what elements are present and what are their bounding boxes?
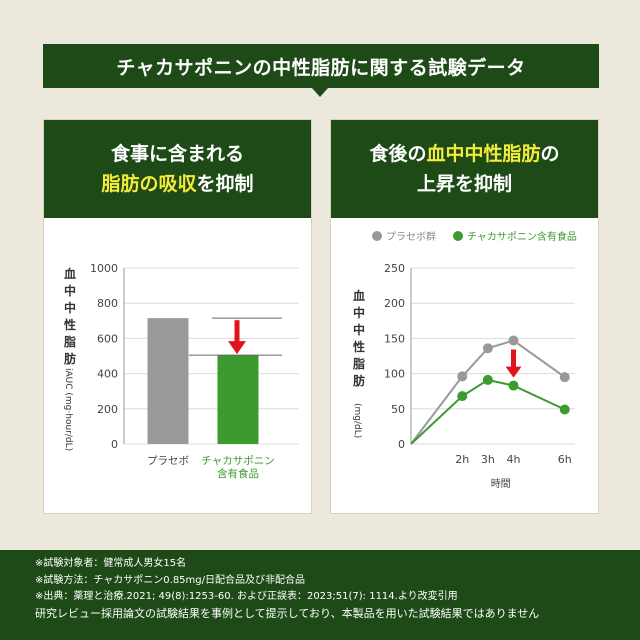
bar-ylabel-char: 血	[64, 266, 76, 281]
legend-marker-placebo	[372, 231, 382, 241]
right-heading-line1: 食後の血中中性脂肪の	[369, 139, 559, 169]
line-ylabel-unit: (mg/dL)	[352, 403, 362, 438]
footer-method: ※試験方法：チャカサポニン0.85mg/日配合品及び非配合品	[35, 574, 306, 586]
line-point-1	[457, 391, 468, 402]
banner-title: チャカサポニンの中性脂肪に関する試験データ	[116, 56, 526, 79]
line-series-0	[410, 339, 566, 445]
right-heading-line2: 上昇を抑制	[416, 173, 512, 195]
line-point-1	[508, 380, 519, 391]
line-ytick-label: 200	[384, 297, 405, 310]
line-xtick-label: 3h	[481, 453, 495, 466]
bar-ylabel-char: 肪	[64, 351, 76, 366]
line-xtick-label: 6h	[558, 453, 572, 466]
right-panel: 食後の血中中性脂肪の 上昇を抑制 プラセボ群 チャカサポニン含有食品血中中性脂肪(…	[330, 119, 599, 514]
footer-source: ※出典：薬理と治療.2021; 49(8):1253-60. および正誤表：20…	[35, 591, 458, 602]
footer-disclaimer: 研究レビュー採用論文の試験結果を事例として提示しており、本製品を用いた試験結果で…	[35, 606, 540, 620]
line-point-0	[508, 335, 519, 346]
bar-ytick-label: 1000	[90, 262, 118, 275]
line-point-1	[559, 404, 570, 415]
bar-ylabel-char: 中	[64, 300, 76, 315]
title-banner: チャカサポニンの中性脂肪に関する試験データ	[43, 44, 599, 88]
line-ylabel: 血中中性脂肪(mg/dL)	[352, 288, 365, 438]
left-heading-highlight: 脂肪の吸収	[101, 173, 197, 195]
line-point-0	[457, 371, 468, 382]
footer-subjects: ※試験対象者：健常成人男女15名	[35, 558, 187, 569]
bar-0	[147, 318, 189, 444]
bar-ylabel-char: 脂	[63, 334, 76, 349]
bar-1	[217, 355, 259, 444]
bar-ytick-label: 400	[97, 368, 118, 381]
line-ytick-label: 250	[384, 262, 405, 275]
bar-arrow-head	[228, 341, 246, 355]
line-point-0	[559, 372, 570, 383]
left-heading-rest: を抑制	[196, 173, 254, 195]
bar-category-label: 含有食品	[217, 467, 259, 480]
banner-pointer	[312, 88, 328, 97]
footer-notes: ※試験対象者：健常成人男女15名 ※試験方法：チャカサポニン0.85mg/日配合…	[0, 550, 640, 640]
left-heading-line1: 食事に含まれる	[110, 143, 244, 165]
bar-ytick-label: 800	[97, 297, 118, 310]
line-xtick-label: 2h	[455, 453, 469, 466]
bar-ylabel-unit: iAUC (mg·hour/dL)	[63, 368, 73, 451]
right-heading-post: の	[540, 143, 560, 165]
bar-ytick-label: 600	[97, 332, 118, 345]
line-ylabel-char: 血	[353, 288, 365, 303]
right-heading-pre: 食後の	[369, 143, 427, 165]
line-xtick-label: 4h	[507, 453, 521, 466]
line-ylabel-char: 性	[352, 339, 365, 354]
line-legend: プラセボ群 チャカサポニン含有食品	[372, 230, 577, 243]
line-ylabel-char: 脂	[352, 356, 365, 371]
right-panel-heading: 食後の血中中性脂肪の 上昇を抑制	[331, 120, 598, 218]
line-point-0	[482, 343, 493, 354]
line-xlabel: 時間	[491, 478, 511, 490]
bar-ytick-label: 200	[97, 403, 118, 416]
line-ytick-label: 50	[391, 403, 405, 416]
bar-ylabel-char: 性	[63, 317, 76, 332]
right-heading-highlight: 血中中性脂肪	[426, 143, 541, 165]
line-arrow-head	[505, 366, 522, 378]
bar-ylabel-char: 中	[64, 283, 76, 298]
legend-label-placebo: プラセボ群	[386, 230, 436, 243]
line-ytick-label: 0	[398, 438, 405, 451]
line-ytick-label: 100	[384, 368, 405, 381]
line-ylabel-char: 中	[353, 305, 365, 320]
legend-label-product: チャカサポニン含有食品	[467, 230, 577, 243]
left-panel: 食事に含まれる 脂肪の吸収を抑制 血中中性脂肪 iAUC (mg·hour/dL)…	[43, 119, 312, 514]
bar-ytick-label: 0	[111, 438, 118, 451]
line-ylabel-char: 肪	[353, 373, 365, 388]
line-point-1	[482, 374, 493, 385]
legend-marker-product	[453, 231, 463, 241]
bar-category-label: プラセボ	[147, 455, 189, 467]
line-chart: プラセボ群 チャカサポニン含有食品血中中性脂肪(mg/dL)05010015020…	[352, 230, 577, 490]
line-ytick-label: 150	[384, 332, 405, 345]
line-ylabel-char: 中	[353, 322, 365, 337]
left-panel-heading: 食事に含まれる 脂肪の吸収を抑制	[44, 120, 311, 218]
bar-category-label: チャカサポニン	[201, 455, 274, 467]
left-heading-line2: 脂肪の吸収を抑制	[101, 169, 253, 199]
